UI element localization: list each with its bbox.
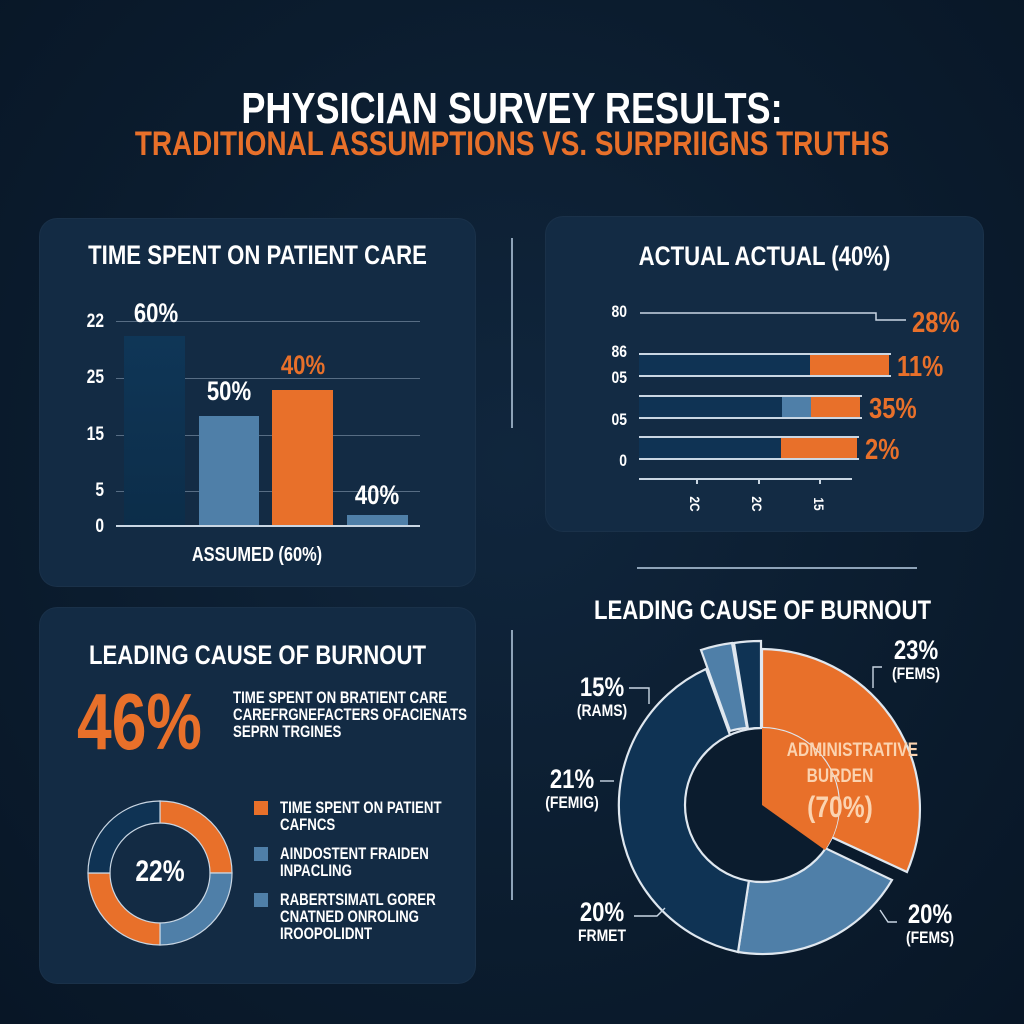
callout-mid-left: 21% (FEMIG) [545, 764, 599, 812]
stat-line: SEPRN TRGINES [233, 722, 342, 741]
legend-label: CNATNED ONROLING [280, 907, 419, 926]
legend-item: AINDOSTENT FRAIDEN INPACLING [254, 845, 471, 879]
segment-navy [639, 438, 781, 458]
vertical-divider-top [511, 238, 513, 428]
bar-1 [124, 336, 185, 526]
y-tick: 80 [611, 302, 627, 321]
legend-item: RABERTSIMATL GORER CNATNED ONROLING IROO… [254, 891, 480, 942]
panel-title: ACTUAL ACTUAL (40%) [638, 241, 891, 271]
x-tick-mark [819, 478, 821, 484]
hbar-row-3 [639, 436, 859, 460]
y-tick: 22 [86, 311, 104, 332]
legend-label: RABERTSIMATL GORER [280, 890, 436, 909]
legend-label: AINDOSTENT FRAIDEN [280, 844, 429, 863]
row-label: 11% [897, 351, 944, 383]
callout-upper-left: 15% (RAMS) [576, 672, 628, 720]
x-tick-mark [696, 478, 698, 484]
legend-label: CAFNCS [280, 815, 336, 834]
admin-burden-line: ADMINISTRATIVE [786, 740, 918, 761]
x-axis-line [639, 478, 852, 480]
segment-orange [781, 438, 857, 458]
y-tick: 5 [95, 480, 104, 501]
x-tick-mark [758, 478, 760, 484]
callout-lower-right: 20% (FEMS) [905, 899, 954, 947]
donut-center-value: 22% [135, 855, 185, 888]
admin-burden-label: ADMINISTRATIVE BURDEN (70%) [786, 740, 918, 824]
y-tick: 25 [86, 367, 104, 388]
callout-lower-left: 20% FRMET [577, 897, 626, 945]
admin-burden-line: BURDEN [806, 766, 874, 787]
legend-label: INPACLING [280, 861, 352, 880]
bar-label: 40% [354, 480, 400, 510]
bar-label: 40% [280, 350, 326, 380]
row-label: 35% [869, 393, 917, 425]
bar-label: 50% [206, 376, 252, 406]
stat-description: TIME SPENT ON BRATIENT CARE CAREFRGNEFAC… [233, 689, 467, 740]
horizontal-divider [637, 567, 917, 569]
burnout-right-title: LEADING CAUSE OF BURNOUT [593, 595, 932, 625]
bar-label: 60% [133, 298, 179, 328]
segment-navy [639, 355, 810, 375]
hbar-row-2 [639, 395, 862, 419]
segment-orange [811, 397, 860, 417]
callout-top-right: 23% (FEMS) [891, 635, 940, 683]
legend-swatch-blue [254, 893, 268, 907]
gridline [116, 435, 420, 436]
y-tick: 05 [611, 410, 627, 429]
panel-title: TIME SPENT ON PATIENT CARE [88, 240, 427, 270]
stat-line: TIME SPENT ON BRATIENT CARE [233, 688, 448, 707]
panel-burnout-left: LEADING CAUSE OF BURNOUT 46% TIME SPENT … [39, 607, 476, 984]
panel-time-spent: TIME SPENT ON PATIENT CARE 22 25 15 5 0 … [39, 218, 476, 587]
y-tick: 05 [611, 368, 627, 387]
y-tick: 0 [619, 451, 627, 470]
legend-swatch-blue [254, 847, 268, 861]
row-label: 2% [865, 434, 900, 466]
page-title: PHYSICIAN SURVEY RESULTS: [241, 84, 783, 133]
panel-title: LEADING CAUSE OF BURNOUT [88, 640, 427, 670]
y-tick: 86 [611, 342, 627, 361]
legend-label: TIME SPENT ON PATIENT [280, 798, 442, 817]
segment-light-blue [782, 397, 811, 417]
gridline [116, 378, 420, 379]
bar-2 [199, 416, 259, 526]
segment-navy [639, 397, 782, 417]
stat-line: CAREFRGNEFACTERS OFACIENATS [233, 705, 468, 724]
big-stat: 46% [77, 677, 202, 766]
bar-3 [272, 390, 333, 526]
legend-item: TIME SPENT ON PATIENT CAFNCS [254, 799, 487, 833]
admin-burden-value: (70%) [807, 791, 873, 824]
panel-actual: ACTUAL ACTUAL (40%) 80 86 05 05 0 28% 11… [545, 216, 984, 532]
segment-orange [810, 355, 889, 375]
x-axis-caption: ASSUMED (60%) [191, 544, 323, 566]
top-reference-line [640, 312, 906, 321]
small-donut-chart [87, 800, 233, 946]
vertical-divider-bottom [511, 630, 513, 900]
y-tick: 0 [95, 516, 104, 537]
gridline [116, 491, 420, 492]
page-subtitle: TRADITIONAL ASSUMPTIONS VS. SURPRIIGNS T… [134, 125, 890, 163]
row-label: 28% [912, 307, 960, 339]
legend-label: IROOPOLIDNT [280, 924, 373, 943]
gridline [116, 321, 420, 322]
legend-swatch-orange [254, 801, 268, 815]
y-tick: 15 [86, 424, 104, 445]
bar-4 [347, 515, 408, 526]
hbar-row-1 [639, 353, 891, 377]
x-axis-line [116, 525, 420, 527]
